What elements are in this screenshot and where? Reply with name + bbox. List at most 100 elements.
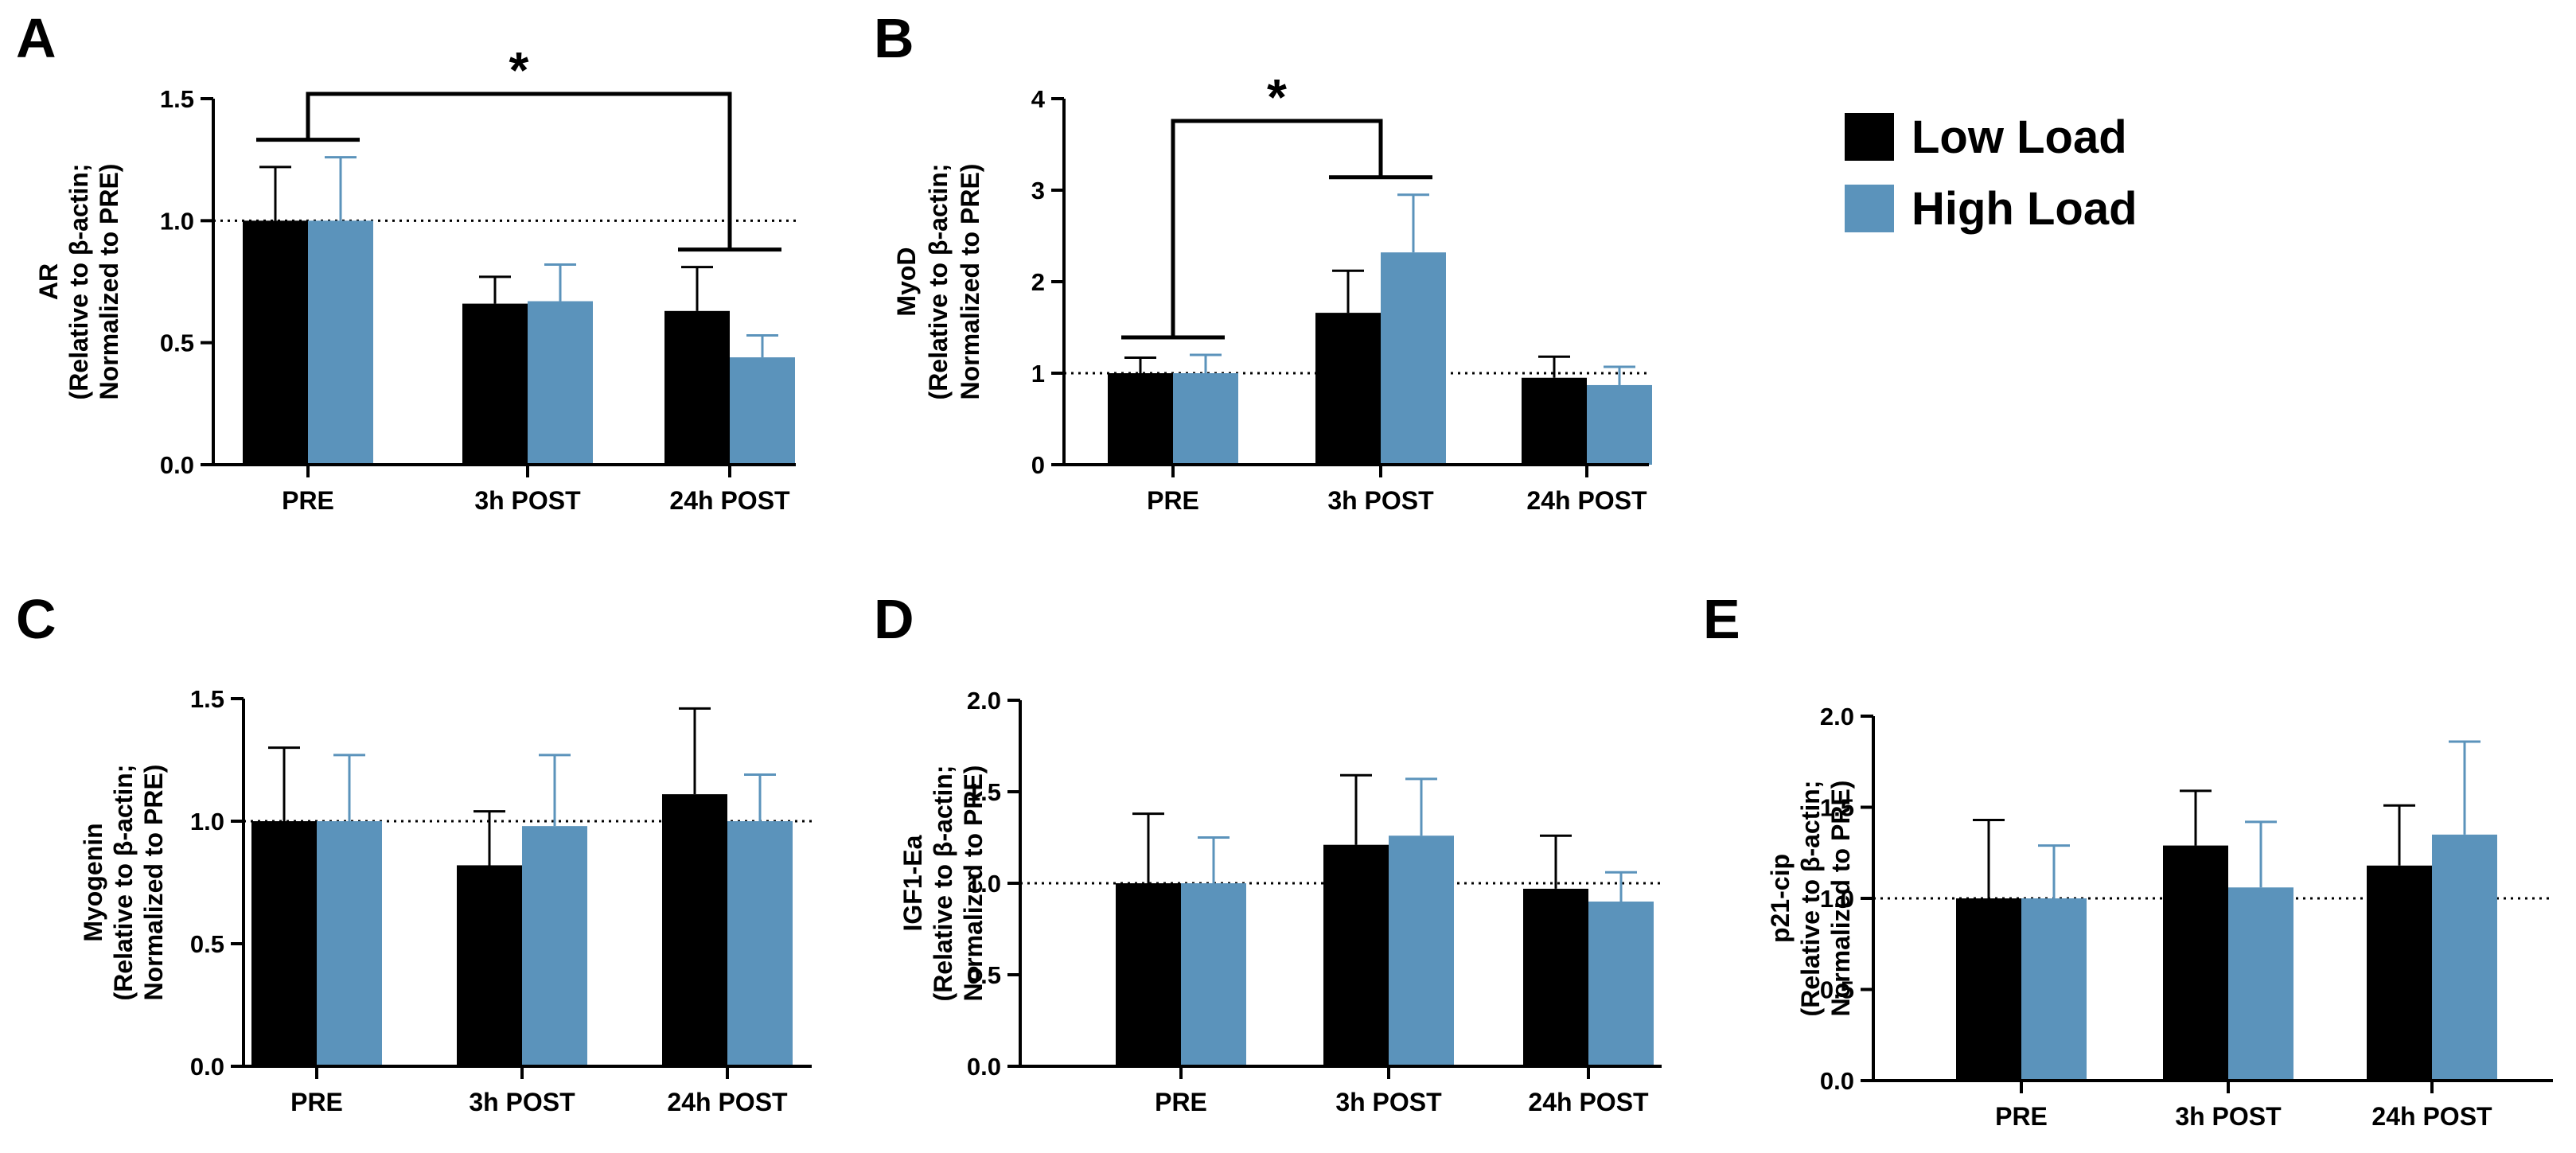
panel-b-xtick-label: 3h POST bbox=[1327, 486, 1434, 515]
panel-b-bar-high-load-3h-post bbox=[1381, 252, 1446, 465]
panel-a-bar-high-load-3h-post bbox=[528, 301, 593, 465]
panel-a-ylabel-line: (Relative to β-actin; bbox=[64, 164, 93, 400]
panel-d-ylabel-line: Normalized to PRE) bbox=[959, 765, 988, 1002]
panel-b-ylabel-line: Normalized to PRE) bbox=[956, 164, 984, 400]
panel-d-xtick-label: 3h POST bbox=[1335, 1088, 1442, 1116]
panel-a-xtick-label: PRE bbox=[282, 486, 334, 515]
panel-d-bar-high-load-24h-post bbox=[1588, 902, 1654, 1066]
panel-c-bar-high-load-3h-post bbox=[522, 826, 587, 1066]
panel-letter-c: C bbox=[16, 588, 57, 650]
panel-d-bar-low-load-24h-post bbox=[1523, 888, 1588, 1066]
panel-e-ylabel-line: p21-cip bbox=[1766, 854, 1795, 943]
panel-b-bar-low-load-3h-post bbox=[1315, 313, 1381, 465]
panel-a-ytick-label: 1.0 bbox=[160, 207, 194, 235]
panel-c-bar-low-load-3h-post bbox=[457, 865, 522, 1066]
panel-e-bar-low-load-3h-post bbox=[2163, 845, 2228, 1081]
panel-d-xtick-label: PRE bbox=[1155, 1088, 1207, 1116]
panel-a: A 0.0 0.5 1.0 1.5 PRE 3h POST 24h POST AR (Relat… bbox=[16, 7, 796, 515]
panel-letter-d: D bbox=[874, 588, 914, 650]
panel-a-bar-high-load-pre bbox=[308, 220, 373, 465]
panel-e-bar-high-load-pre bbox=[2021, 898, 2087, 1081]
panel-c-ytick-label: 0.5 bbox=[190, 930, 224, 958]
panel-b-ytick-label: 0 bbox=[1031, 451, 1045, 479]
panel-b-bar-low-load-24h-post bbox=[1522, 377, 1587, 465]
panel-a-ytick-label: 0.5 bbox=[160, 329, 194, 357]
panel-a-ytick-label: 0.0 bbox=[160, 451, 194, 479]
panel-b: B 0 1 2 3 4 PRE 3h POST 24h POST MyoD (Relative t… bbox=[874, 7, 1652, 515]
panel-c-xtick-label: 3h POST bbox=[469, 1088, 575, 1116]
panel-c-bar-low-load-24h-post bbox=[662, 794, 727, 1066]
panel-c-ylabel-line: Normalized to PRE) bbox=[139, 765, 168, 1001]
panel-b-ytick-label: 2 bbox=[1031, 268, 1045, 296]
panel-a-ylabel-line: Normalized to PRE) bbox=[95, 164, 123, 400]
panel-d-bar-low-load-3h-post bbox=[1323, 844, 1389, 1066]
panel-e-xtick-label: 3h POST bbox=[2175, 1102, 2282, 1131]
panel-c-ytick-label: 1.5 bbox=[190, 685, 224, 713]
panel-a-bar-low-load-3h-post bbox=[462, 303, 528, 465]
panel-e-ytick-label: 0.5 bbox=[1820, 976, 1854, 1004]
panel-b-bar-high-load-pre bbox=[1173, 373, 1238, 465]
panel-a-xtick-label: 24h POST bbox=[669, 486, 790, 515]
panel-e-xtick-label: 24h POST bbox=[2371, 1102, 2492, 1131]
panel-b-sig-bracket bbox=[1171, 119, 1383, 337]
panel-b-sig-star: * bbox=[1267, 68, 1287, 126]
panel-a-xtick-label: 3h POST bbox=[474, 486, 581, 515]
panel-e-ytick-label: 1.5 bbox=[1820, 794, 1854, 822]
panel-c-xtick-label: 24h POST bbox=[667, 1088, 788, 1116]
legend-swatch-high-load bbox=[1845, 185, 1894, 232]
panel-a-sig-star: * bbox=[509, 41, 529, 99]
panel-c-bar-high-load-24h-post bbox=[727, 821, 793, 1066]
panel-e-bar-low-load-24h-post bbox=[2367, 865, 2432, 1081]
panel-a-ytick-label: 1.5 bbox=[160, 85, 194, 113]
legend-swatch-low-load bbox=[1845, 113, 1894, 161]
panel-d-ytick-label: 2.0 bbox=[967, 687, 1001, 715]
panel-d-ytick-label: 1.0 bbox=[967, 870, 1001, 898]
panel-e-ytick-label: 0.0 bbox=[1820, 1067, 1854, 1095]
panel-d-ytick-label: 1.5 bbox=[967, 778, 1001, 806]
panel-c-bar-low-load-pre bbox=[251, 821, 317, 1066]
panel-d-ytick-label: 0.5 bbox=[967, 961, 1001, 989]
panel-e-ytick-label: 2.0 bbox=[1820, 703, 1854, 730]
panel-b-bar-low-load-pre bbox=[1108, 373, 1173, 465]
panel-c-bar-high-load-pre bbox=[317, 821, 382, 1066]
panel-a-bar-high-load-24h-post bbox=[730, 357, 795, 465]
panel-e-ylabel-line: Normalized to PRE) bbox=[1826, 781, 1855, 1017]
panel-letter-e: E bbox=[1703, 588, 1740, 650]
panel-d-bar-high-load-pre bbox=[1181, 883, 1246, 1066]
panel-e-bar-low-load-pre bbox=[1956, 898, 2021, 1081]
panel-b-ytick-label: 4 bbox=[1031, 85, 1046, 113]
panel-d-ylabel-line: (Relative to β-actin; bbox=[929, 765, 957, 1002]
legend-label-low-load: Low Load bbox=[1912, 111, 2127, 163]
panel-b-ylabel-line: (Relative to β-actin; bbox=[924, 164, 953, 400]
panel-a-ylabel-line: AR bbox=[34, 263, 63, 300]
legend: Low Load High Load bbox=[1845, 111, 2138, 235]
panel-letter-a: A bbox=[16, 7, 57, 69]
panel-e-bar-high-load-3h-post bbox=[2228, 887, 2293, 1081]
panel-c-ylabel-line: (Relative to β-actin; bbox=[109, 765, 138, 1001]
panel-b-ytick-label: 3 bbox=[1031, 177, 1045, 205]
panel-c-ytick-label: 1.0 bbox=[190, 808, 224, 836]
panel-b-xtick-label: PRE bbox=[1147, 486, 1199, 515]
panel-c-xtick-label: PRE bbox=[290, 1088, 343, 1116]
panel-e-bar-high-load-24h-post bbox=[2432, 834, 2497, 1081]
panel-e: E 0.0 0.5 1.0 1.5 2.0 PRE 3h POST 24h POST p21-c… bbox=[1703, 588, 2553, 1131]
panel-letter-b: B bbox=[874, 7, 914, 69]
panel-e-xtick-label: PRE bbox=[1995, 1102, 2048, 1131]
panel-c-ytick-label: 0.0 bbox=[190, 1053, 224, 1081]
legend-label-high-load: High Load bbox=[1912, 183, 2138, 235]
panel-b-bar-high-load-24h-post bbox=[1587, 384, 1652, 465]
panel-b-xtick-label: 24h POST bbox=[1526, 486, 1647, 515]
panel-c-ylabel-line: Myogenin bbox=[79, 823, 107, 941]
panel-d: D 0.0 0.5 1.0 1.5 2.0 PRE 3h POST 24h POST IGF1-… bbox=[874, 588, 1662, 1116]
panel-d-xtick-label: 24h POST bbox=[1528, 1088, 1649, 1116]
panel-b-ytick-label: 1 bbox=[1031, 360, 1045, 388]
panel-a-sig-bracket bbox=[306, 92, 732, 250]
panel-c: C 0.0 0.5 1.0 1.5 PRE 3h POST 24h POST Myogenin… bbox=[16, 588, 812, 1116]
panel-b-ylabel-line: MyoD bbox=[892, 247, 921, 316]
panel-e-ytick-label: 1.0 bbox=[1820, 885, 1854, 913]
panel-e-ylabel-line: (Relative to β-actin; bbox=[1796, 781, 1825, 1017]
panel-d-ylabel-line: IGF1-Ea bbox=[898, 835, 927, 931]
panel-a-bar-low-load-24h-post bbox=[664, 310, 730, 465]
